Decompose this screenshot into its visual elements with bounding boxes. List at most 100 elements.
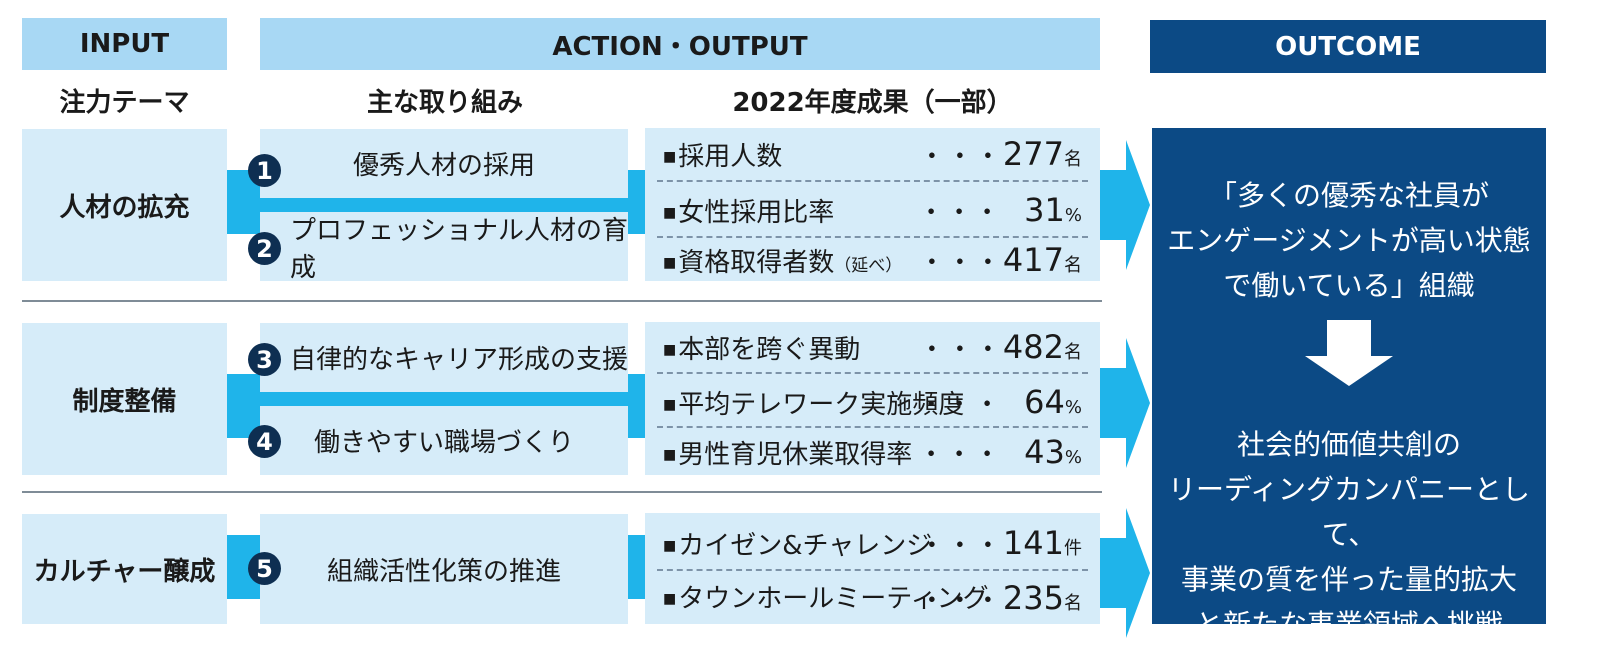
bullet-square: ■ <box>663 255 677 271</box>
result-value: ・・・ 64% <box>918 383 1082 421</box>
value-unit: % <box>1064 205 1082 226</box>
result-name: 男性育児休業取得率 <box>678 439 913 470</box>
value-number: 141 <box>1002 524 1064 562</box>
result-value: ・・・482名 <box>919 328 1082 366</box>
result-value: ・・・ 43% <box>918 433 1082 471</box>
result-label: ■タウンホールミーティング <box>663 578 989 615</box>
action-label: 組織活性化策の推進 <box>326 556 561 587</box>
value-unit: 名 <box>1064 342 1082 363</box>
number-badge: 1 <box>248 154 281 187</box>
result-name: カイゼン&チャレンジ <box>678 530 933 561</box>
dots: ・・・ <box>918 586 1003 616</box>
connector <box>628 535 645 599</box>
result-name: 資格取得者数 <box>678 247 835 278</box>
arrow-right-icon <box>1100 338 1150 468</box>
arrow-down-icon <box>1305 320 1393 386</box>
result-row: ■カイゼン&チャレンジ ・・・141件 <box>645 518 1100 568</box>
number-badge: 3 <box>248 343 281 376</box>
value-number: 417 <box>1002 241 1064 279</box>
bullet-square: ■ <box>663 397 677 413</box>
outcome-header-label: OUTCOME <box>1275 31 1421 62</box>
arrow-right-icon <box>1100 508 1150 638</box>
value-unit: 名 <box>1064 593 1082 614</box>
theme-label: カルチャー醸成 <box>33 556 216 587</box>
theme-subheader: 注力テーマ <box>59 87 190 118</box>
dots: ・・・ <box>918 335 1003 365</box>
result-value: ・・・235名 <box>919 579 1082 617</box>
theme-box: 人材の拡充 <box>22 129 227 281</box>
bullet-square: ■ <box>663 538 677 554</box>
value-unit: % <box>1064 397 1082 418</box>
value-number: 43 <box>1024 433 1065 471</box>
action-output-header: ACTION・OUTPUT <box>260 18 1100 70</box>
bullet-square: ■ <box>663 149 677 165</box>
bullet-square: ■ <box>663 591 677 607</box>
outcome-line: リーディングカンパニーとして、 <box>1167 473 1531 551</box>
value-unit: % <box>1064 447 1082 468</box>
result-row: ■本部を跨ぐ異動 ・・・482名 <box>645 322 1100 372</box>
action-label: 自律的なキャリア形成の支援 <box>290 345 629 375</box>
result-row: ■男性育児休業取得率 ・・・ 43% <box>645 429 1100 475</box>
dashed-divider <box>657 236 1088 238</box>
result-note: （延べ） <box>834 255 903 276</box>
number-badge: 2 <box>248 232 281 265</box>
connector <box>628 374 645 438</box>
results-box: ■本部を跨ぐ異動 ・・・482名 ■平均テレワーク実施頻度 ・・・ 64% ■男性… <box>645 322 1100 475</box>
outcome-line: エンゲージメントが高い状態 <box>1167 224 1531 257</box>
action-output-header-label: ACTION・OUTPUT <box>552 31 808 62</box>
result-label: ■採用人数 <box>663 136 782 173</box>
connector <box>260 198 628 212</box>
number-badge: 4 <box>248 425 281 458</box>
dots: ・・・ <box>918 440 1003 470</box>
outcome-line: で働いている」組織 <box>1223 269 1475 302</box>
bullet-square: ■ <box>663 447 677 463</box>
action-box: 組織活性化策の推進 <box>260 514 628 624</box>
result-name: 採用人数 <box>678 141 783 172</box>
dashed-divider <box>657 372 1088 374</box>
bullet-square: ■ <box>663 205 677 221</box>
outcome-line: 「多くの優秀な社員が <box>1208 179 1489 212</box>
outcome-line: 事業の質を伴った量的拡大 <box>1180 563 1517 596</box>
value-number: 277 <box>1002 135 1064 173</box>
result-name: タウンホールミーティング <box>678 583 989 614</box>
results-box: ■採用人数 ・・・277名 ■女性採用比率 ・・・ 31% ■資格取得者数（延べ）… <box>645 128 1100 281</box>
result-value: ・・・ 31% <box>918 191 1082 229</box>
result-row: ■女性採用比率 ・・・ 31% <box>645 184 1100 236</box>
theme-label: 制度整備 <box>72 386 177 417</box>
row-separator <box>22 300 1102 302</box>
result-row: ■資格取得者数（延べ） ・・・417名 <box>645 239 1100 281</box>
result-name: 平均テレワーク実施頻度 <box>678 389 965 420</box>
dots: ・・・ <box>918 142 1003 172</box>
row-separator <box>22 491 1102 493</box>
outcome-line: 社会的価値共創の <box>1236 428 1461 461</box>
value-unit: 名 <box>1064 255 1082 276</box>
dots: ・・・ <box>918 248 1003 278</box>
result-row: ■タウンホールミーティング ・・・235名 <box>645 571 1100 621</box>
bullet-square: ■ <box>663 342 677 358</box>
dashed-divider <box>657 426 1088 428</box>
action-label: プロフェッショナル人材の育成 <box>290 215 629 283</box>
outcome-vision: 「多くの優秀な社員が エンゲージメントが高い状態 で働いている」組織 <box>1152 173 1546 308</box>
value-unit: 名 <box>1064 149 1082 170</box>
action-box: 自律的なキャリア形成の支援 <box>260 323 628 392</box>
result-value: ・・・417名 <box>919 241 1082 279</box>
result-row: ■採用人数 ・・・277名 <box>645 128 1100 180</box>
dots: ・・・ <box>918 531 1003 561</box>
arrow-right-icon <box>1100 140 1150 270</box>
outcome-header: OUTCOME <box>1150 20 1546 73</box>
action-label: 優秀人材の採用 <box>352 151 535 181</box>
result-label: ■資格取得者数（延べ） <box>663 242 902 279</box>
result-label: ■カイゼン&チャレンジ <box>663 525 932 562</box>
input-header: INPUT <box>22 18 227 70</box>
outcome-box: 「多くの優秀な社員が エンゲージメントが高い状態 で働いている」組織 社会的価値… <box>1152 128 1546 641</box>
results-box: ■カイゼン&チャレンジ ・・・141件 ■タウンホールミーティング ・・・235… <box>645 513 1100 624</box>
result-value: ・・・141件 <box>919 524 1082 562</box>
result-label: ■女性採用比率 <box>663 192 834 229</box>
outcome-goal: 社会的価値共創の リーディングカンパニーとして、 事業の質を伴った量的拡大 と新… <box>1152 422 1546 647</box>
value-number: 31 <box>1024 191 1065 229</box>
theme-label: 人材の拡充 <box>59 192 190 223</box>
dots: ・・・ <box>918 390 1003 420</box>
theme-box: カルチャー醸成 <box>22 514 227 624</box>
dashed-divider <box>657 180 1088 182</box>
result-label: ■本部を跨ぐ異動 <box>663 329 860 366</box>
